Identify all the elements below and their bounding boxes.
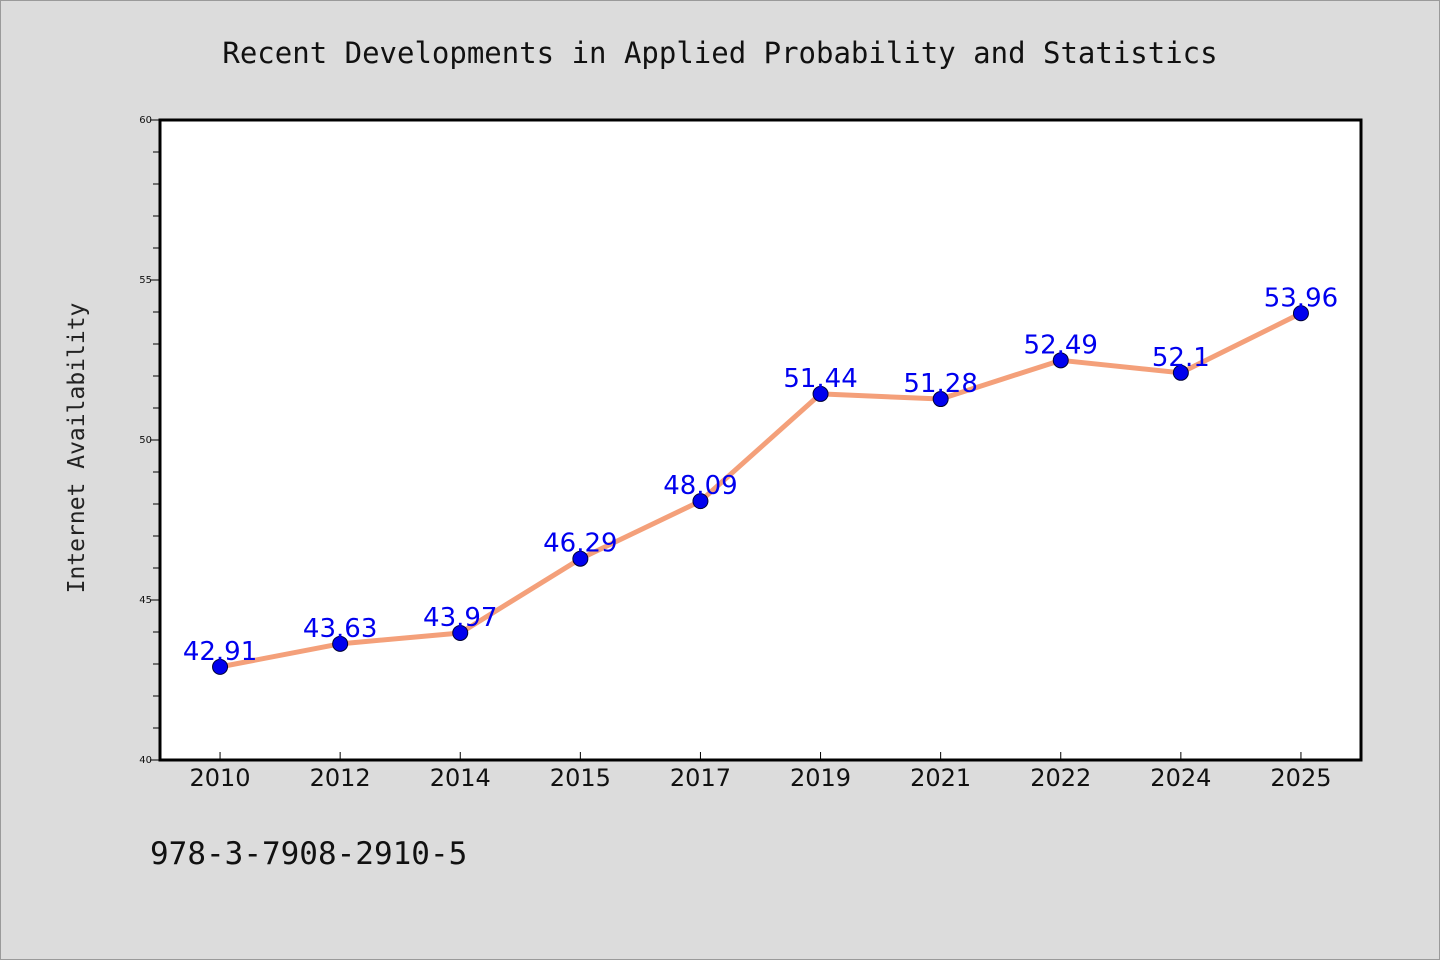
x-tick-label: 2025 (1270, 764, 1331, 792)
plot-area (158, 118, 1363, 762)
data-label: 46.29 (543, 529, 617, 559)
y-tick-label: 45 (139, 595, 152, 606)
data-point (1172, 364, 1189, 381)
data-point (1292, 305, 1309, 322)
data-label: 43.63 (303, 614, 377, 644)
x-tick-label: 2017 (670, 764, 731, 792)
data-label: 51.44 (783, 364, 857, 394)
y-axis: 40 45 50 55 60 (139, 115, 160, 766)
data-point (212, 658, 229, 675)
y-tick-label: 40 (139, 755, 152, 766)
data-point (932, 391, 949, 408)
y-axis-label: Internet Availability (64, 303, 90, 594)
data-label: 48.09 (663, 471, 737, 501)
x-tick-label: 2021 (910, 764, 971, 792)
x-tick-label: 2022 (1030, 764, 1091, 792)
isbn-annotation: 978-3-7908-2910-5 (150, 836, 467, 872)
data-point (572, 550, 589, 567)
chart-title: Recent Developments in Applied Probabili… (222, 36, 1217, 70)
data-point (812, 385, 829, 402)
series-line (217, 310, 1304, 670)
data-point (332, 635, 349, 652)
data-label: 52.1 (1152, 343, 1210, 373)
data-label: 52.49 (1024, 330, 1098, 360)
data-label: 53.96 (1264, 283, 1338, 313)
x-tick-label: 2012 (310, 764, 371, 792)
x-tick-label: 2010 (190, 764, 251, 792)
data-point (1052, 352, 1069, 369)
data-label: 51.28 (903, 369, 977, 399)
x-axis: 2010 2012 2014 2015 2017 2019 2021 2022 2024 2025 (190, 752, 1331, 792)
x-tick-label: 2015 (550, 764, 611, 792)
data-point (452, 624, 469, 641)
y-tick-label: 60 (139, 115, 152, 126)
data-label: 43.97 (423, 603, 497, 633)
x-tick-label: 2014 (430, 764, 491, 792)
y-tick-label: 50 (139, 435, 152, 446)
x-tick-label: 2019 (790, 764, 851, 792)
series-group: 42.91 43.63 43.97 46.29 48.09 51.44 51.28 52.49… (183, 283, 1338, 675)
y-tick-label: 55 (139, 275, 152, 286)
x-tick-label: 2024 (1150, 764, 1211, 792)
data-point (692, 493, 709, 510)
data-label: 42.91 (183, 637, 257, 667)
